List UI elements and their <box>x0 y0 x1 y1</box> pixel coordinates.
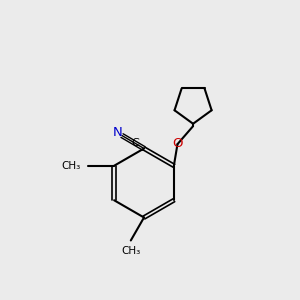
Text: N: N <box>112 126 122 139</box>
Text: C: C <box>131 138 139 148</box>
Text: CH₃: CH₃ <box>121 246 140 256</box>
Text: CH₃: CH₃ <box>62 161 81 171</box>
Text: O: O <box>172 137 183 150</box>
